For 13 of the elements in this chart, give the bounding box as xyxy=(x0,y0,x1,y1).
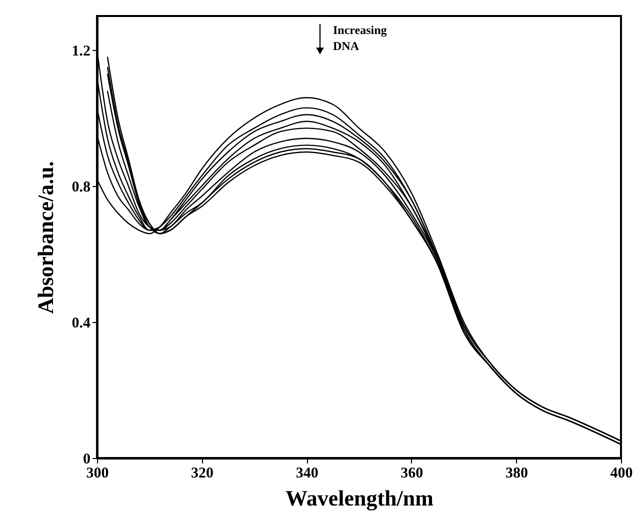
x-tick-label: 340 xyxy=(296,466,318,482)
y-axis-title: Absorbance/a.u. xyxy=(32,161,58,314)
y-tick-label: 1.2 xyxy=(72,44,90,60)
y-tick-label: 0.4 xyxy=(72,316,91,332)
x-tick-label: 320 xyxy=(191,466,214,482)
x-tick-label: 380 xyxy=(505,466,528,482)
y-tick-label: 0.8 xyxy=(72,180,90,196)
y-tick-label: 0 xyxy=(83,452,90,468)
x-tick-label: 400 xyxy=(610,466,633,482)
x-tick-label: 360 xyxy=(400,466,424,482)
x-axis-title: Wavelength/nm xyxy=(286,486,434,510)
x-tick-label: 300 xyxy=(86,466,109,482)
annotation: Increasing DNA xyxy=(333,23,387,53)
